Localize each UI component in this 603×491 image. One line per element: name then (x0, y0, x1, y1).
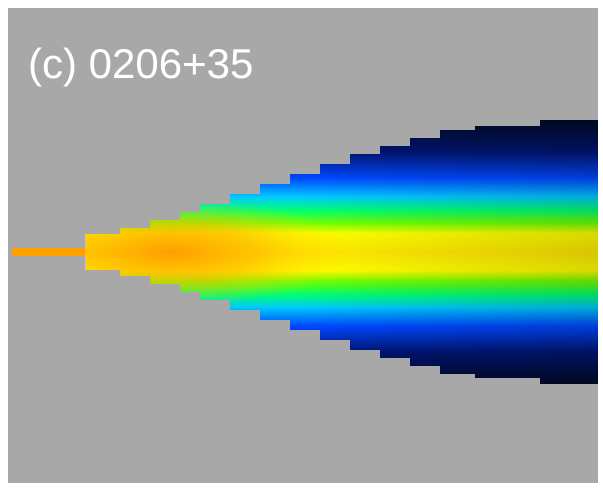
figure-panel: (c) 0206+35 (0, 0, 603, 491)
panel-label: (c) 0206+35 (28, 40, 253, 87)
jet-nozzle (12, 248, 92, 256)
